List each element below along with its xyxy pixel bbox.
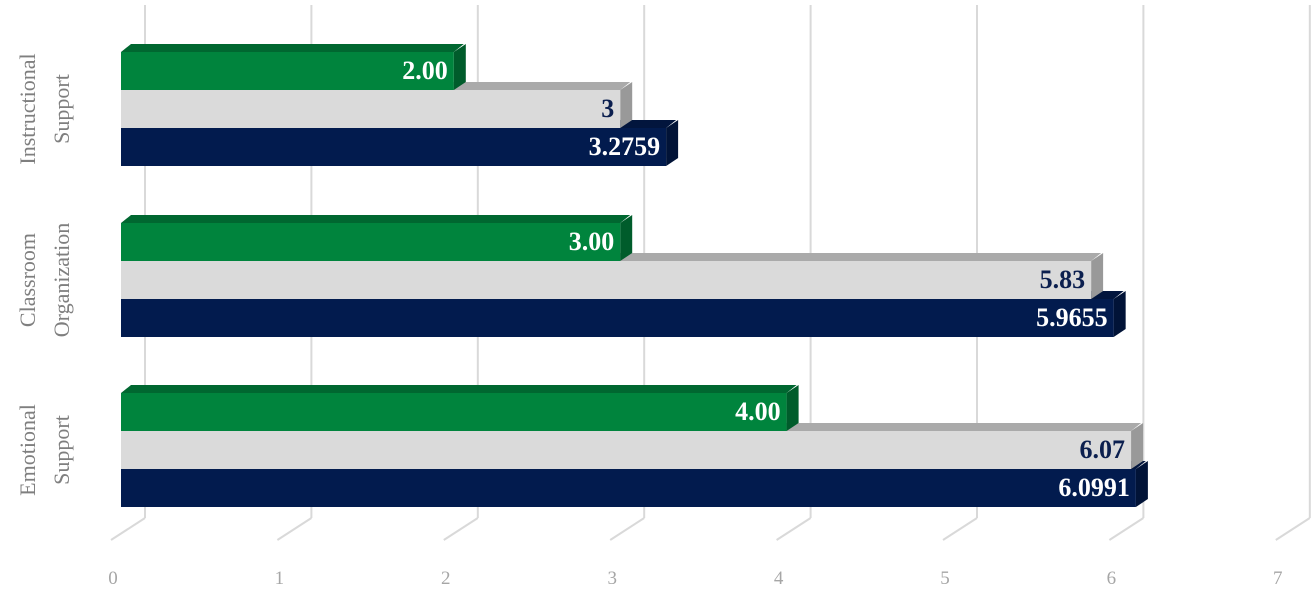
bar-side-face <box>786 385 799 431</box>
bar-front-face <box>121 431 1132 469</box>
category-label-line: Instructional <box>15 53 40 164</box>
bar-front-face <box>121 299 1114 337</box>
bar-side-face <box>1113 291 1126 337</box>
x-tick-label: 3 <box>607 568 617 589</box>
bar-value-label: 3 <box>601 94 614 123</box>
bar-value-label: 4.00 <box>735 397 781 426</box>
bar-front-face <box>121 52 454 90</box>
bar-value-label: 5.9655 <box>1036 303 1108 332</box>
bar-side-face <box>620 82 633 128</box>
bar <box>121 385 799 431</box>
category-label-line: Classroom <box>15 233 40 327</box>
bar-front-face <box>121 128 667 166</box>
floor-edge-lines <box>110 517 1311 541</box>
bar-top-face <box>121 44 464 52</box>
y-category-label: Classroom Organization <box>15 223 74 337</box>
x-tick-label: 7 <box>1273 568 1283 589</box>
floor-edge <box>276 517 312 541</box>
floor-edge <box>776 517 812 541</box>
floor-edge <box>609 517 645 541</box>
y-category-label: Instructional Support <box>15 53 74 164</box>
bar-side-face <box>666 120 679 166</box>
bar-front-face <box>121 393 787 431</box>
bar-front-face <box>121 261 1092 299</box>
category-label-line: Emotional <box>15 404 40 496</box>
bar <box>121 215 633 261</box>
bar-side-face <box>453 44 466 90</box>
bar-side-face <box>1131 423 1144 469</box>
bar-value-label: 6.07 <box>1080 435 1126 464</box>
floor-edge <box>942 517 978 541</box>
bar-side-face <box>1135 461 1148 507</box>
x-tick-label: 6 <box>1107 568 1117 589</box>
x-tick-label: 1 <box>275 568 285 589</box>
floor-edge <box>1108 517 1144 541</box>
y-axis-category-labels: Instructional Support Classroom Organizatio… <box>15 53 74 495</box>
x-tick-label: 0 <box>108 568 118 589</box>
bar-front-face <box>121 90 621 128</box>
bar-value-label: 2.00 <box>402 56 448 85</box>
bar-value-label: 3.2759 <box>589 132 661 161</box>
y-category-label: Emotional Support <box>15 404 74 496</box>
category-label-line: Support <box>49 415 74 485</box>
category-label-line: Organization <box>49 223 74 337</box>
bar-front-face <box>121 469 1136 507</box>
bar-side-face <box>1091 253 1104 299</box>
floor-edge <box>1275 517 1311 541</box>
bar-value-label: 5.83 <box>1040 265 1086 294</box>
floor-edge <box>443 517 479 541</box>
x-axis-tick-labels: 0 1 2 3 4 5 6 7 <box>108 568 1282 589</box>
floor-edge <box>110 517 146 541</box>
bar-value-label: 3.00 <box>569 227 615 256</box>
bar-front-face <box>121 223 621 261</box>
x-tick-label: 5 <box>940 568 950 589</box>
category-label-line: Support <box>49 74 74 144</box>
bar <box>121 44 466 90</box>
bar-value-label: 6.0991 <box>1058 473 1130 502</box>
x-tick-label: 4 <box>774 568 784 589</box>
bar-side-face <box>620 215 633 261</box>
bars <box>121 44 1148 507</box>
x-tick-label: 2 <box>441 568 451 589</box>
bar-top-face <box>121 215 631 223</box>
bar-top-face <box>121 385 797 393</box>
data-labels: 3.2759 3 2.00 5.9655 5.83 3.00 6.0991 6.07 4.00 <box>402 56 1130 502</box>
